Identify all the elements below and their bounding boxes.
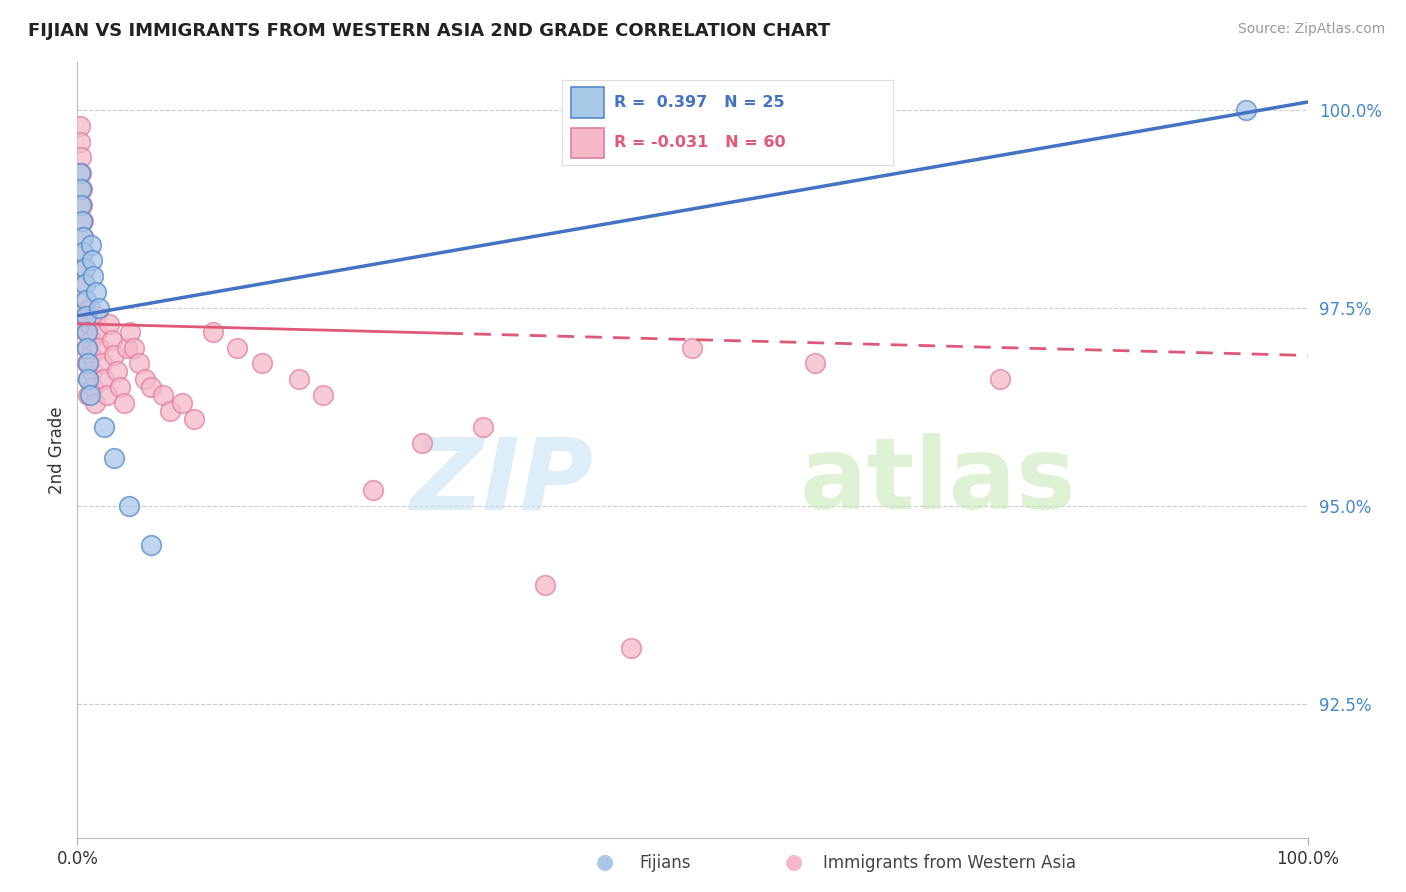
- Point: [79, 317, 101, 331]
- Point: [75, 293, 97, 307]
- Point: [82, 253, 104, 268]
- Point: [96, 388, 118, 402]
- Point: [82, 269, 104, 284]
- Point: [141, 380, 163, 394]
- Point: [73, 277, 96, 292]
- Text: Immigrants from Western Asia: Immigrants from Western Asia: [823, 855, 1076, 872]
- Point: [86, 325, 108, 339]
- Point: [82, 364, 104, 378]
- Point: [76, 356, 98, 370]
- Point: [80, 237, 103, 252]
- Point: [101, 333, 124, 347]
- Point: [84, 309, 107, 323]
- Point: [93, 372, 115, 386]
- Y-axis label: 2nd Grade: 2nd Grade: [48, 407, 66, 494]
- Point: [312, 388, 335, 402]
- Point: [70, 198, 93, 212]
- Point: [118, 499, 141, 513]
- Point: [103, 451, 125, 466]
- Point: [361, 483, 384, 497]
- Point: [72, 214, 94, 228]
- Point: [73, 261, 96, 276]
- Point: [103, 348, 125, 362]
- Point: [79, 301, 101, 315]
- Point: [70, 151, 93, 165]
- Point: [80, 333, 103, 347]
- Point: [79, 388, 101, 402]
- Bar: [571, 87, 603, 118]
- Point: [250, 356, 273, 370]
- Point: [98, 317, 121, 331]
- Point: [77, 356, 100, 370]
- Point: [77, 388, 100, 402]
- Point: [620, 641, 643, 656]
- Text: R =  0.397   N = 25: R = 0.397 N = 25: [613, 95, 785, 110]
- Point: [75, 325, 97, 339]
- Point: [411, 435, 433, 450]
- Point: [70, 214, 93, 228]
- Point: [988, 372, 1011, 386]
- Point: [120, 325, 142, 339]
- Point: [183, 411, 205, 425]
- Point: [75, 309, 97, 323]
- Point: [472, 419, 495, 434]
- Point: [128, 356, 150, 370]
- Point: [73, 277, 96, 292]
- Point: [112, 396, 135, 410]
- Point: [76, 341, 98, 355]
- Point: [70, 198, 93, 212]
- Point: [75, 293, 97, 307]
- Text: ●: ●: [786, 853, 803, 872]
- Point: [122, 341, 145, 355]
- Point: [93, 419, 115, 434]
- Point: [804, 356, 827, 370]
- Point: [70, 182, 93, 196]
- Point: [82, 380, 104, 394]
- Point: [77, 372, 100, 386]
- Point: [110, 380, 132, 394]
- Point: [84, 285, 107, 299]
- Point: [72, 229, 94, 244]
- Point: [72, 245, 94, 260]
- Bar: [571, 128, 603, 158]
- Point: [73, 261, 96, 276]
- Text: Fijians: Fijians: [640, 855, 692, 872]
- Point: [141, 539, 163, 553]
- Point: [75, 309, 97, 323]
- Point: [134, 372, 156, 386]
- Text: atlas: atlas: [800, 433, 1077, 530]
- Point: [72, 229, 94, 244]
- Point: [69, 135, 91, 149]
- Text: Source: ZipAtlas.com: Source: ZipAtlas.com: [1237, 22, 1385, 37]
- Point: [72, 245, 94, 260]
- Point: [682, 341, 704, 355]
- Point: [83, 396, 105, 410]
- Point: [201, 325, 224, 339]
- Point: [76, 341, 98, 355]
- Point: [89, 341, 111, 355]
- Text: FIJIAN VS IMMIGRANTS FROM WESTERN ASIA 2ND GRADE CORRELATION CHART: FIJIAN VS IMMIGRANTS FROM WESTERN ASIA 2…: [28, 22, 831, 40]
- Point: [170, 396, 193, 410]
- Point: [226, 341, 249, 355]
- Point: [152, 388, 174, 402]
- Text: ZIP: ZIP: [411, 433, 595, 530]
- Point: [80, 348, 103, 362]
- Point: [534, 578, 557, 592]
- Point: [115, 341, 138, 355]
- Point: [89, 301, 111, 315]
- Point: [77, 372, 100, 386]
- Point: [1234, 103, 1257, 117]
- Point: [70, 166, 93, 180]
- Text: R = -0.031   N = 60: R = -0.031 N = 60: [613, 136, 785, 151]
- Point: [159, 404, 181, 418]
- Text: ●: ●: [596, 853, 613, 872]
- Point: [69, 119, 91, 133]
- Point: [90, 356, 114, 370]
- Point: [288, 372, 311, 386]
- Point: [70, 182, 93, 196]
- Point: [69, 166, 91, 180]
- Point: [105, 364, 128, 378]
- Point: [76, 325, 98, 339]
